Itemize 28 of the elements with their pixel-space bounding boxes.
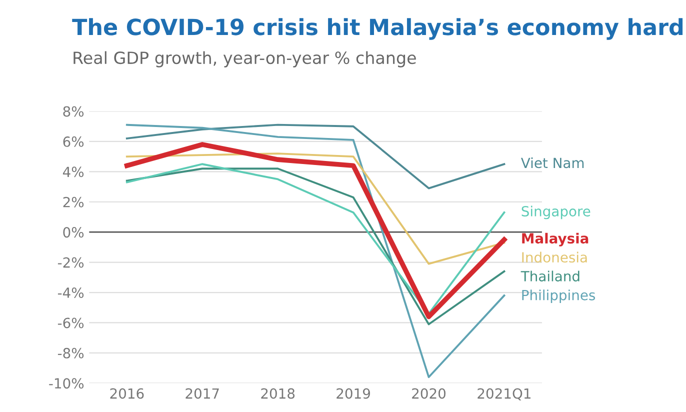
series-label: Singapore (522, 206, 590, 220)
series-label: Thailand (520, 270, 580, 282)
y-tick-label: -2% (58, 257, 84, 268)
y-tick-label: 4% (62, 166, 84, 178)
series-label: Viet Nam (520, 157, 584, 168)
series-label: Philippines (522, 290, 596, 304)
series-label: Indonesia (522, 252, 587, 263)
y-tick-label: 0% (63, 227, 84, 238)
y-tick-label: -10% (49, 378, 84, 389)
line-series (124, 142, 507, 320)
chart-subtitle: Real GDP growth, year-on-year % change (74, 51, 416, 68)
y-tick-label: 8% (63, 106, 84, 117)
line-series (126, 152, 506, 265)
x-tick-label: 2019 (336, 388, 370, 399)
y-tick-label: -8% (58, 348, 84, 358)
chart-title: The COVID-19 crisis hit Malaysia’s economy hard (72, 18, 683, 40)
y-tick-label: -6% (58, 318, 84, 328)
x-tick-label: 2020 (412, 388, 446, 399)
y-tick-label: 2% (63, 196, 84, 208)
y-tick-label: 6% (63, 136, 84, 147)
x-tick-label: 2016 (110, 388, 144, 399)
line-series (126, 124, 506, 190)
x-tick-label: 2017 (186, 388, 219, 399)
line-series (126, 124, 506, 378)
series-label: Malaysia (522, 232, 588, 246)
x-tick-label: 2021Q1 (478, 388, 530, 400)
x-tick-label: 2018 (261, 388, 295, 399)
y-tick-label: -4% (58, 287, 84, 298)
